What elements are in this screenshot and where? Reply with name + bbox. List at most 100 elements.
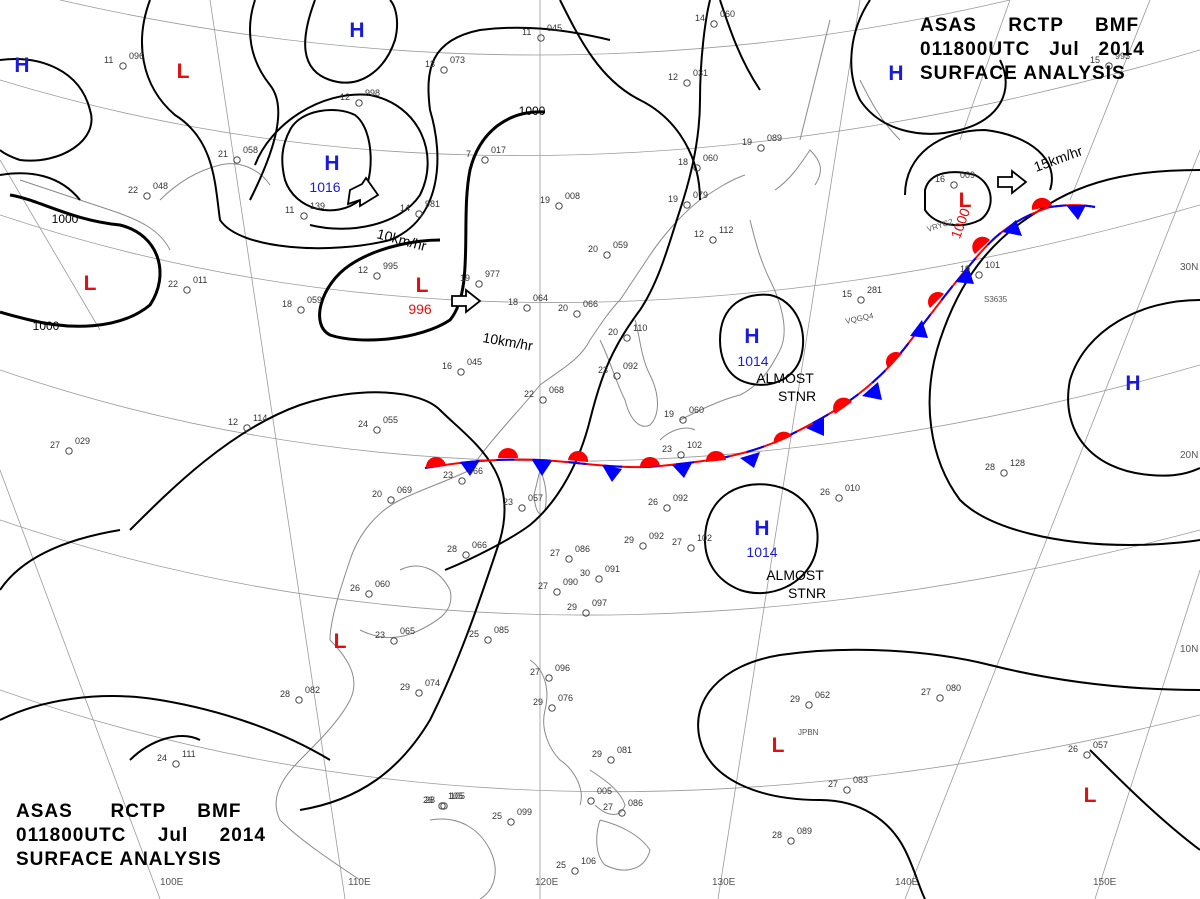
lon-label: 130E [712, 877, 736, 888]
station-temperature: 29 [400, 682, 410, 692]
title-code: BMF [1095, 15, 1140, 36]
station-temperature: 19 [540, 195, 550, 205]
ship-callsign: S3635 [984, 295, 1008, 304]
station-temperature: 27 [538, 581, 548, 591]
high-pressure-center: H [744, 325, 759, 348]
station-pressure: 101 [985, 260, 1000, 270]
station-pressure: 065 [400, 626, 415, 636]
station-circle-icon [710, 20, 718, 28]
station-circle-icon [295, 696, 303, 704]
lon-label: 140E [895, 877, 919, 888]
warm-semicircle [568, 450, 589, 462]
station-pressure: 059 [613, 240, 628, 250]
station-circle-icon [663, 504, 671, 512]
meridian-100e [0, 469, 161, 899]
cold-triangle [1066, 205, 1086, 220]
station-circle-icon [440, 66, 448, 74]
station-circle-icon [950, 181, 958, 189]
lon-label: 120E [535, 877, 559, 888]
station-circle-icon [484, 636, 492, 644]
low-pressure-center: L [772, 734, 785, 757]
station-temperature: 16 [442, 361, 452, 371]
coast-japan [679, 219, 785, 421]
low-pressure-center: L [416, 274, 429, 297]
title-year: 2014 [219, 825, 266, 846]
title-station: RCTP [1008, 15, 1064, 36]
title-line-1: ASAS RCTP BMF [920, 14, 1145, 38]
station-pressure: 090 [563, 577, 578, 587]
warm-semicircle [927, 291, 944, 308]
station-pressure: 981 [425, 199, 440, 209]
station-pressure: 106 [581, 856, 596, 866]
meridian-west [0, 159, 101, 331]
station-pressure: 068 [549, 385, 564, 395]
parallel-30n [0, 204, 1200, 303]
warm-semicircle [705, 450, 726, 462]
station-pressure: 069 [397, 485, 412, 495]
cold-triangle [862, 382, 882, 400]
station-circle-icon [438, 802, 446, 810]
meridian-130e [717, 0, 861, 899]
station-temperature: 25 [492, 811, 502, 821]
isobar-1000-west [0, 193, 162, 328]
station-circle-icon [805, 701, 813, 709]
station-circle-icon [172, 760, 180, 768]
station-pressure: 062 [815, 690, 830, 700]
station-circle-icon [595, 575, 603, 583]
station-circle-icon [143, 192, 151, 200]
motion-arrow-icon [346, 176, 380, 208]
isobar [719, 0, 761, 91]
station-temperature: 27 [50, 440, 60, 450]
low-pressure-center: L [334, 630, 347, 653]
warm-semicircle [885, 352, 902, 368]
isobar [444, 0, 711, 571]
station-temperature: 12 [694, 229, 704, 239]
station-circle-icon [297, 306, 305, 314]
meridian-ne-b [1069, 0, 1151, 201]
parallel-10n [0, 519, 1200, 616]
title-year: 2014 [1098, 39, 1145, 60]
station-circle-icon [300, 212, 308, 220]
station-circle-icon [857, 296, 865, 304]
parallel-20n [0, 364, 1200, 462]
stationary-front [424, 197, 1096, 482]
title-line-2: 011800UTC Jul 2014 [920, 38, 1145, 62]
coast-mindanao [596, 819, 651, 871]
station-pressure: 111 [182, 749, 196, 759]
station-circle-icon [507, 818, 515, 826]
station-temperature: 12 [228, 417, 238, 427]
station-temperature: 18 [508, 297, 518, 307]
meridian-ne-a [959, 0, 1011, 141]
isobar-east [928, 169, 1200, 547]
station-temperature: 23 [443, 470, 453, 480]
station-circle-icon [553, 588, 561, 596]
station-temperature: 20 [372, 489, 382, 499]
isobar-south [699, 739, 926, 899]
station-pressure: 076 [558, 693, 573, 703]
warm-semicircle [498, 448, 518, 458]
station-temperature: 28 [985, 462, 995, 472]
coastlines [19, 19, 901, 899]
ship-callsign: JPBN [798, 728, 819, 737]
center-pressure-value: 1016 [309, 179, 340, 195]
center-pressure-value: 996 [408, 301, 432, 317]
title-time: 011800UTC [920, 39, 1031, 60]
isobar [559, 0, 701, 201]
station-circle-icon [843, 786, 851, 794]
station-pressure: 086 [628, 798, 643, 808]
station-circle-icon [539, 396, 547, 404]
station-temperature: 11 [522, 27, 531, 37]
isobar [249, 0, 280, 201]
station-pressure: 092 [649, 531, 664, 541]
station-pressure: 080 [946, 683, 961, 693]
station-temperature: 23 [503, 497, 513, 507]
station-temperature: 12 [340, 92, 350, 102]
coast-west-a [19, 179, 171, 251]
station-pressure: 102 [687, 440, 702, 450]
station-pressure: 031 [693, 68, 708, 78]
cold-triangle [672, 463, 692, 478]
station-circle-icon [687, 544, 695, 552]
station-circle-icon [683, 79, 691, 87]
